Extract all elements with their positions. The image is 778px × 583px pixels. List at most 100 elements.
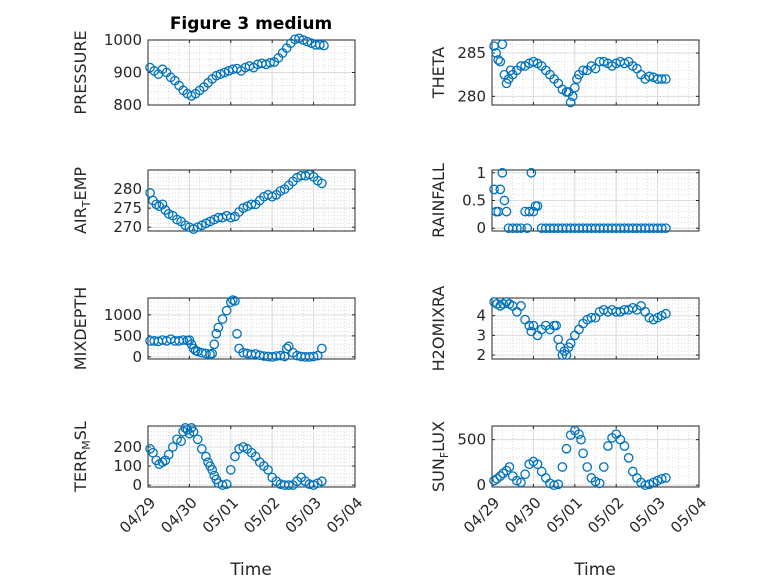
data-point [565,338,576,349]
data-point [294,33,304,44]
data-point [230,451,240,462]
data-point [230,296,240,306]
data-point [661,308,671,319]
subplot-pressure: 800 900 1000 PRESSURE [71,30,356,115]
y-axis-label-rest: SL [71,421,90,440]
data-point [275,350,286,361]
y-tick-label: 280 [113,180,142,198]
series-points [145,423,327,490]
data-point [211,328,222,339]
data-point [211,70,222,81]
axes-box [147,169,356,232]
series-points [145,33,329,101]
x-tick-label: 05/02 [584,494,627,537]
y-axis-label-rest: LUX [429,421,448,452]
data-point [603,441,613,451]
subplot-h2omixra: 2 34 H2OMIXRA [429,286,700,372]
subplot-mixdepth: 0 500 1000 MIXDEPTH [71,287,356,370]
y-axis-label-main: MIXDEPTH [71,287,90,370]
data-point [217,314,228,324]
data-point [582,462,593,472]
data-point [176,436,186,447]
y-tick-label: 285 [457,44,486,62]
data-point [567,91,578,102]
x-tick-label: 05/01 [543,494,586,537]
data-point [511,223,522,234]
data-point [516,223,526,234]
data-point [302,36,313,47]
data-point [217,480,228,490]
data-point [225,212,236,223]
data-point [201,348,211,359]
data-point [246,199,257,210]
data-point [225,464,236,475]
y-axis-label: AIRTEMP [71,167,93,234]
series-points [145,169,327,234]
data-point [565,97,576,108]
data-point [522,223,533,234]
data-point [516,301,526,311]
y-tick-label: 2 [476,346,486,364]
data-point [192,434,203,445]
y-tick-label: 0.5 [462,192,486,210]
y-axis-label-main: SUN [429,458,448,492]
data-point [499,195,510,206]
data-point [201,451,211,462]
data-point [495,184,506,195]
data-point [551,320,562,331]
data-point [317,343,327,354]
data-point [656,74,667,84]
y-axis-label-main: RAINFALL [429,163,448,238]
y-tick-label: 0 [132,476,142,494]
series-points [489,39,671,108]
data-point [167,442,178,452]
grid [491,298,700,360]
subplot-rainfall: 0 0.5 1 RAINFALL [429,163,700,238]
data-point [532,201,543,211]
y-axis-label-main: H2OMIXRA [429,286,448,372]
x-tick-label: 05/02 [240,494,283,537]
data-point [497,39,508,50]
data-point [576,434,586,445]
data-point [520,469,530,480]
x-tick-label: 05/04 [323,494,366,537]
x-tick-label: 04/30 [157,494,200,537]
data-point [516,477,526,488]
data-point [308,351,319,362]
data-point [661,473,671,483]
data-point [317,178,327,189]
data-point [493,55,504,65]
y-tick-label: 275 [113,199,142,217]
y-axis-label: THETA [429,47,448,99]
data-point [314,40,325,50]
data-point [491,48,501,58]
data-point [594,478,605,489]
y-tick-label: 1000 [104,31,142,49]
y-axis-label: RAINFALL [429,163,448,238]
y-axis-label-main: AIR [71,207,90,234]
y-axis-label: SUNFLUX [429,421,451,492]
data-point [553,479,564,490]
y-tick-label: 0 [476,219,486,237]
y-axis-label-main: THETA [429,47,448,99]
y-axis-label-sub: M [80,440,93,450]
data-point [221,479,232,489]
data-point [213,322,224,333]
data-point [317,476,327,487]
data-point [590,63,601,74]
data-point [532,459,543,470]
y-tick-label: 3 [476,326,486,344]
data-point [196,444,207,454]
data-point [640,480,651,491]
subplot-theta: 280 285 THETA [429,39,700,108]
data-point [495,56,506,67]
y-tick-label: 0 [476,476,486,494]
y-axis-label-rest: EMP [71,167,90,201]
axes-box [491,297,700,360]
data-point [232,328,242,339]
data-point [188,426,199,437]
x-tick-label: 05/01 [199,494,242,537]
data-point [319,40,329,51]
